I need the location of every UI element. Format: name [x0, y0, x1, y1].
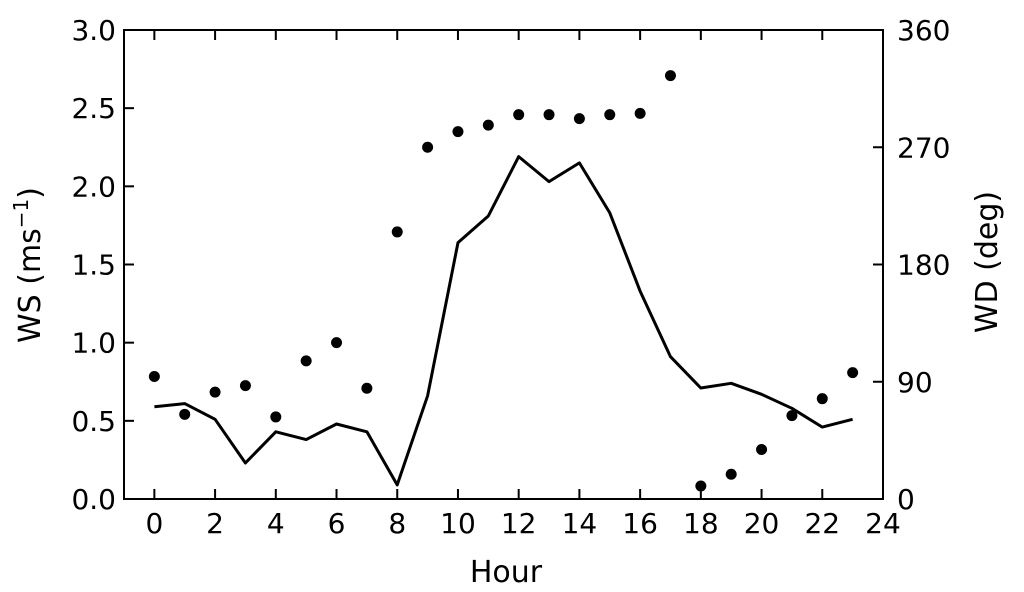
y-axis-label-right: WD (deg)	[970, 191, 1005, 333]
wd-point	[664, 70, 676, 82]
y-right-tick-label: 90	[897, 366, 933, 399]
x-tick-label: 12	[501, 507, 537, 540]
wd-point	[513, 109, 525, 121]
y-axis-label-left: WS (ms−1)	[9, 187, 48, 343]
plot-frame	[123, 29, 884, 500]
wd-point	[482, 119, 494, 131]
wd-point	[786, 410, 798, 422]
wd-point	[422, 141, 434, 153]
y-left-tick-label: 2.5	[71, 92, 116, 125]
y-left-tick-label: 3.0	[71, 14, 116, 47]
wd-point	[148, 371, 160, 383]
wd-point	[695, 480, 707, 492]
x-tick-label: 24	[865, 507, 901, 540]
y-left-tick-label: 0.5	[71, 405, 116, 438]
ticks-layer: 0 2 4 6 8 10 12 14 16 18 20 22 240.00.51.01.52.02.53…	[71, 14, 950, 540]
wd-point	[604, 109, 616, 121]
x-tick-label: 8	[388, 507, 406, 540]
y-left-tick-label: 2.0	[71, 170, 116, 203]
y-right-tick-label: 180	[897, 249, 950, 282]
x-tick-label: 20	[744, 507, 780, 540]
wd-point	[179, 408, 191, 420]
y-right-tick-label: 270	[897, 131, 950, 164]
series-layer	[148, 70, 859, 492]
wd-point	[361, 382, 373, 394]
wd-point	[756, 443, 768, 455]
x-tick-label: 14	[562, 507, 598, 540]
y-axis-label-left-sup: −1	[9, 199, 33, 228]
y-left-tick-label: 1.5	[71, 249, 116, 282]
x-tick-label: 0	[145, 507, 163, 540]
x-tick-label: 4	[267, 507, 285, 540]
x-tick-label: 6	[328, 507, 346, 540]
wd-point	[209, 386, 221, 398]
y-axis-label-left-tail: )	[13, 187, 48, 199]
y-right-tick-label: 360	[897, 14, 950, 47]
wd-point	[573, 113, 585, 125]
wd-point	[239, 380, 251, 392]
y-left-tick-label: 1.0	[71, 327, 116, 360]
wd-point	[270, 411, 282, 423]
y-left-tick-label: 0.0	[71, 483, 116, 516]
wd-point	[452, 126, 464, 138]
x-tick-label: 22	[804, 507, 840, 540]
x-tick-label: 18	[683, 507, 719, 540]
wd-point	[847, 367, 859, 379]
wd-point	[543, 109, 555, 121]
x-axis-label: Hour	[470, 555, 543, 590]
wd-point	[816, 393, 828, 405]
x-tick-label: 2	[206, 507, 224, 540]
wd-point	[725, 468, 737, 480]
ws-series-line	[154, 155, 853, 487]
y-right-tick-label: 0	[897, 483, 915, 516]
wd-point	[634, 107, 646, 119]
wd-point	[300, 355, 312, 367]
y-axis-label-left-main: WS (ms	[13, 228, 48, 343]
wd-point	[391, 226, 403, 238]
x-tick-label: 10	[440, 507, 476, 540]
x-tick-label: 16	[622, 507, 658, 540]
wd-point	[331, 337, 343, 349]
